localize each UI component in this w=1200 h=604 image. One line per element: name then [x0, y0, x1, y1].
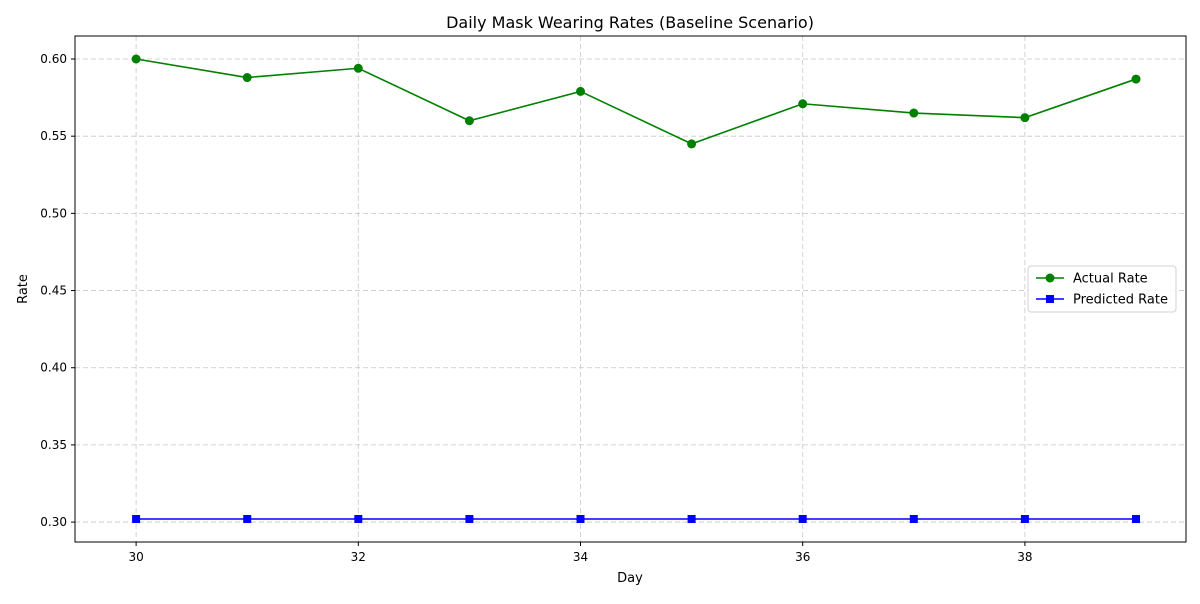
plot-frame: [74, 35, 1187, 543]
data-point: [464, 116, 474, 126]
legend-label: Predicted Rate: [1073, 293, 1168, 308]
data-point: [687, 139, 697, 149]
data-point: [465, 515, 474, 523]
legend: Actual Rate Predicted Rate: [1027, 265, 1177, 313]
data-point: [242, 73, 252, 83]
data-point: [354, 515, 363, 523]
data-point: [1132, 515, 1141, 523]
data-point: [353, 63, 363, 73]
series-layer: [131, 54, 1141, 523]
legend-box: [1027, 265, 1177, 313]
y-tick-label: 0.60: [40, 52, 67, 66]
x-tick-label: 38: [1017, 550, 1032, 564]
y-tick-label: 0.30: [40, 515, 67, 529]
y-tick-label: 0.35: [40, 438, 67, 452]
chart-title: Daily Mask Wearing Rates (Baseline Scena…: [446, 13, 814, 32]
series-predicted-rate: [132, 515, 1141, 523]
y-axis-label: Rate: [16, 274, 31, 304]
legend-label: Actual Rate: [1073, 272, 1148, 287]
x-tick-label: 30: [128, 550, 143, 564]
legend-item: Predicted Rate: [1036, 293, 1168, 308]
data-point: [1131, 74, 1141, 84]
data-point: [798, 515, 807, 523]
y-tick-label: 0.40: [40, 361, 67, 375]
data-point: [243, 515, 252, 523]
y-tick-label: 0.50: [40, 206, 67, 220]
y-tick-label: 0.55: [40, 129, 67, 143]
data-point: [132, 515, 141, 523]
legend-item: Actual Rate: [1036, 272, 1148, 287]
data-point: [798, 99, 808, 109]
y-axis: 0.30 0.35 0.40 0.45 0.50 0.55 0.60: [40, 52, 75, 529]
grid: [75, 36, 1186, 542]
legend-marker: [1045, 273, 1055, 283]
data-point: [687, 515, 696, 523]
data-point: [131, 54, 141, 64]
data-point: [576, 515, 585, 523]
series-line: [135, 58, 1137, 145]
y-tick-label: 0.45: [40, 284, 67, 298]
x-axis: 30 32 34 36 38: [128, 542, 1033, 564]
x-axis-label: Day: [617, 571, 643, 586]
data-point: [1020, 113, 1030, 123]
series-actual-rate: [131, 54, 1141, 149]
data-point: [909, 515, 918, 523]
x-tick-label: 36: [795, 550, 810, 564]
x-tick-label: 32: [351, 550, 366, 564]
x-tick-label: 34: [573, 550, 588, 564]
data-point: [909, 108, 919, 118]
legend-marker: [1046, 295, 1054, 303]
data-point: [576, 86, 586, 96]
data-point: [1020, 515, 1029, 523]
